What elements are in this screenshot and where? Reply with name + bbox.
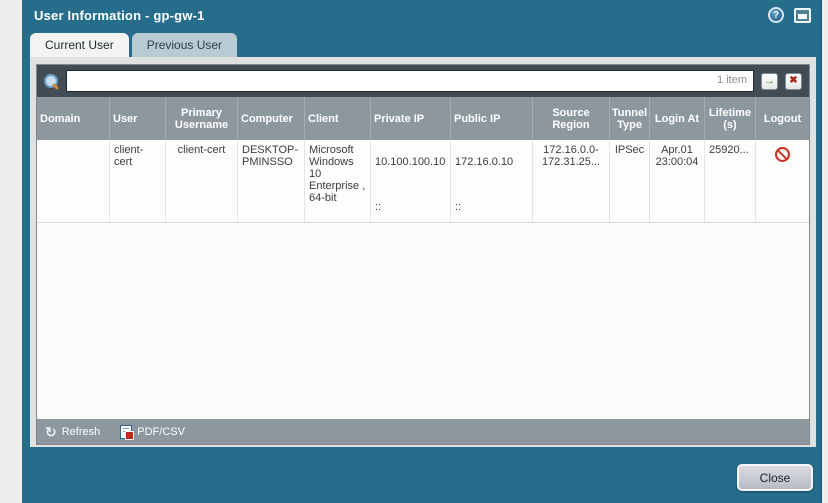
table-header-row: Domain User Primary Username Computer Cl…	[37, 97, 809, 140]
header-cell-login-at[interactable]: Login At	[649, 97, 704, 140]
dialog-title: User Information - gp-gw-1	[34, 8, 205, 23]
close-button[interactable]: Close	[737, 464, 813, 491]
dialog-content: 1 item → ✖ Domain User Primary Username …	[30, 57, 816, 447]
logout-icon[interactable]	[775, 147, 790, 162]
cell-logout	[755, 140, 809, 222]
pdf-csv-button[interactable]: PDF/CSV	[120, 424, 185, 440]
clear-x-icon: ✖	[789, 75, 798, 86]
pdf-icon	[120, 424, 135, 440]
refresh-label: Refresh	[61, 425, 101, 438]
filter-bar: 1 item → ✖	[37, 65, 809, 97]
header-cell-public-ip[interactable]: Public IP	[450, 97, 532, 140]
header-cell-client[interactable]: Client	[304, 97, 370, 140]
window-panel-icon[interactable]	[794, 7, 811, 23]
filter-input[interactable]	[66, 70, 754, 92]
cell-domain	[37, 140, 109, 222]
private-ip-v4: 10.100.100.10	[375, 156, 446, 168]
header-cell-private-ip[interactable]: Private IP	[370, 97, 450, 140]
search-icon	[44, 73, 59, 89]
cell-client: Microsoft Windows 10 Enterprise , 64-bit	[304, 140, 370, 222]
header-cell-domain[interactable]: Domain	[40, 112, 81, 125]
user-table-panel: 1 item → ✖ Domain User Primary Username …	[36, 64, 810, 445]
table-row: client-cert client-cert DESKTOP-PMINSSO …	[37, 140, 809, 223]
go-arrow-icon: →	[764, 74, 775, 87]
titlebar-icons: ?	[768, 7, 811, 23]
header-cell-user[interactable]: User	[109, 97, 165, 140]
header-cell-logout[interactable]: Logout	[755, 97, 809, 140]
tab-bar: Current User Previous User	[30, 33, 238, 57]
public-ip-v4: 172.16.0.10	[455, 156, 514, 168]
table-body: client-cert client-cert DESKTOP-PMINSSO …	[37, 140, 809, 419]
refresh-icon: ↻	[45, 423, 57, 440]
tab-current-user[interactable]: Current User	[30, 33, 129, 57]
table-footer: ↻ Refresh PDF/CSV	[37, 419, 809, 444]
private-ip-v6: ::	[375, 201, 382, 213]
cell-computer: DESKTOP-PMINSSO	[237, 140, 304, 222]
header-cell-computer[interactable]: Computer	[237, 97, 304, 140]
header-cell-source-region[interactable]: Source Region	[532, 97, 609, 140]
cell-source-region: 172.16.0.0-172.31.25...	[532, 140, 609, 222]
cell-tunnel-type: IPSec	[609, 140, 649, 222]
cell-lifetime: 25920...	[704, 140, 755, 222]
header-cell-primary-username[interactable]: Primary Username	[165, 97, 237, 140]
help-icon[interactable]: ?	[768, 7, 784, 23]
user-information-dialog: User Information - gp-gw-1 ? Current Use…	[22, 0, 822, 503]
cell-login-at: Apr.01 23:00:04	[649, 140, 704, 222]
dialog-titlebar: User Information - gp-gw-1 ?	[22, 0, 821, 33]
cell-primary-username: client-cert	[165, 140, 237, 222]
pdf-csv-label: PDF/CSV	[137, 425, 185, 438]
public-ip-v6: ::	[455, 201, 462, 213]
clear-filter-button[interactable]: ✖	[785, 72, 802, 90]
cell-user: client-cert	[109, 140, 165, 222]
cell-private-ip: 10.100.100.10 ::	[370, 140, 450, 222]
cell-public-ip: 172.16.0.10 ::	[450, 140, 532, 222]
tab-previous-user[interactable]: Previous User	[131, 33, 238, 57]
header-cell-lifetime[interactable]: Lifetime (s)	[704, 97, 755, 140]
refresh-button[interactable]: ↻ Refresh	[45, 425, 100, 439]
header-cell-tunnel-type[interactable]: Tunnel Type	[609, 97, 649, 140]
apply-filter-button[interactable]: →	[761, 72, 778, 90]
filter-input-wrap: 1 item	[66, 70, 754, 92]
